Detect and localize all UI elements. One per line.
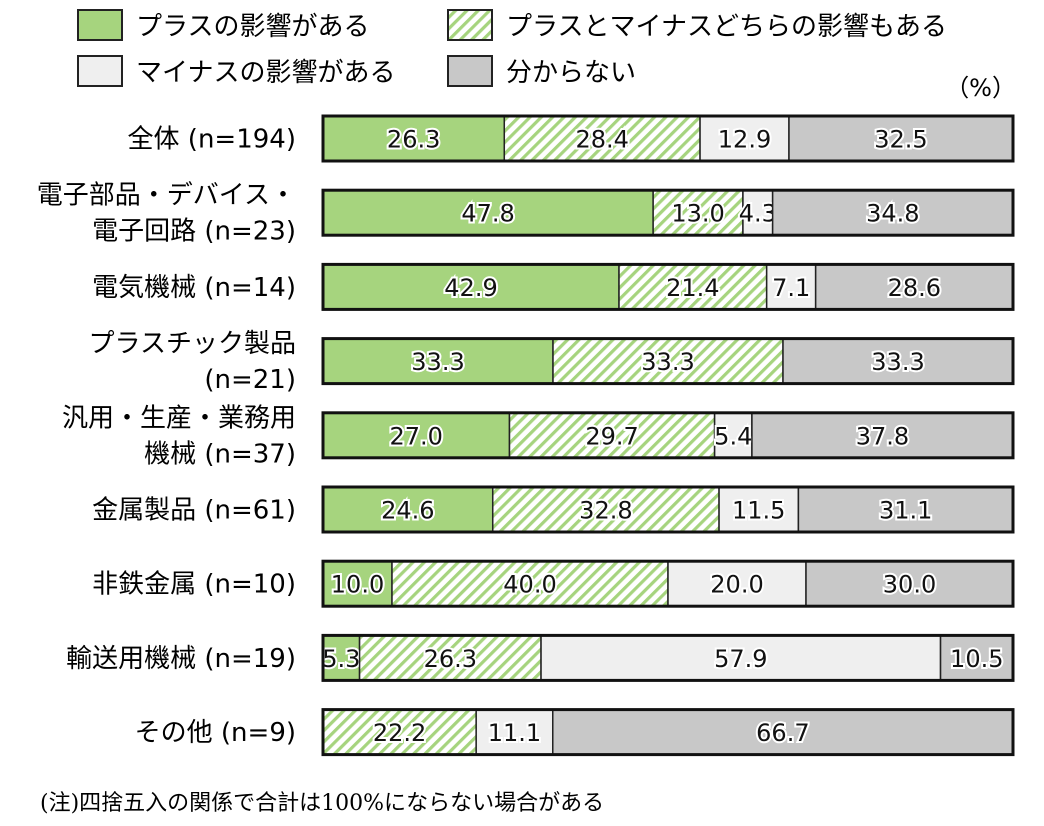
category-label: 機械 (n=37) [144,439,296,469]
bar-row: その他 (n=9) 22.2 11.1 66.7 [135,708,1015,757]
bar-frame [321,708,1015,757]
legend-swatch-3 [77,55,123,87]
bar-segment [322,115,506,162]
data-label: 37.8 [856,422,909,450]
unit-label: （%） [945,74,1016,102]
data-label: 27.0 [390,422,443,450]
data-label: 28.4 [575,126,628,154]
legend-swatch-1 [77,9,123,41]
data-label: 10.5 [950,645,1003,673]
bar-segment [652,189,744,236]
category-label: 全体 (n=194) [128,125,296,155]
data-label: 30.0 [883,571,936,599]
bar-frame [321,559,1015,608]
data-label: 26.3 [424,645,477,673]
data-label: 28.6 [888,274,941,302]
bar-segment [322,486,494,533]
category-label: 電子部品・デバイス・ [37,181,296,211]
bar-frame [321,262,1015,311]
bar-frame [321,114,1015,163]
bar-row: 金属製品 (n=61) 24.6 32.8 11.5 31.1 [92,485,1015,534]
bar-frame [321,633,1015,682]
legend-label-4: 分からない [506,58,636,88]
bar-row: 非鉄金属 (n=10) 10.0 40.0 20.0 30.0 [92,559,1015,608]
bar-frame [321,485,1015,534]
bar-segment [508,412,716,459]
bar-row: プラスチック製品 (n=21) 33.3 33.3 33.3 [89,329,1015,395]
bar-segment [814,263,1014,311]
bar-row: 電子部品・デバイス・電子回路 (n=23) 47.8 13.0 4.3 34.8 [37,181,1015,247]
data-label: 33.3 [641,348,694,376]
data-label: 32.5 [874,126,927,154]
category-label: その他 (n=9) [135,718,296,748]
bar-segment [742,189,774,236]
data-label: 11.1 [488,719,541,747]
bar-segment [771,189,1014,236]
data-label: 32.8 [579,497,632,525]
legend-swatch-2 [447,9,493,41]
data-label: 20.0 [710,571,763,599]
legend-label-1: プラスの影響がある [136,12,369,42]
bar-segment [797,486,1014,533]
data-label: 24.6 [381,497,434,525]
data-label: 42.9 [444,274,497,302]
bar-segment [491,486,720,533]
bar-segment [358,634,542,682]
data-label: 26.3 [387,126,440,154]
category-label: 金属製品 (n=61) [92,496,296,526]
category-label: 電気機械 (n=14) [92,273,296,303]
data-label: 34.8 [866,200,919,228]
bar-segment [713,412,753,459]
data-label: 5.3 [322,645,360,673]
data-label: 13.0 [671,200,724,228]
data-label: 66.7 [756,719,809,747]
bars-area: 全体 (n=194) 26.3 28.4 12.9 32.5 電子部品・デバイス・電子回路… [37,114,1015,757]
data-label: 21.4 [666,274,719,302]
data-label: 22.2 [373,719,426,747]
category-label: 電子回路 (n=23) [92,217,296,247]
data-label: 40.0 [503,571,556,599]
data-label: 33.3 [411,348,464,376]
data-label: 31.1 [879,497,932,525]
category-label: プラスチック製品 [89,329,296,359]
bar-frame [321,337,1015,386]
bar-row: 全体 (n=194) 26.3 28.4 12.9 32.5 [128,114,1015,163]
bar-segment [391,560,669,607]
category-label: 非鉄金属 (n=10) [92,570,296,600]
data-label: 12.9 [718,126,771,154]
legend-label-3: マイナスの影響がある [136,58,395,88]
bar-frame [321,188,1015,237]
bar-frame [321,411,1015,460]
category-label: 輸送用機械 (n=19) [66,644,296,674]
bar-segment [667,560,807,607]
data-label: 57.9 [714,645,767,673]
bar-segment [503,115,701,162]
category-label: (n=21) [204,365,296,395]
bar-row: 電気機械 (n=14) 42.9 21.4 7.1 28.6 [92,262,1015,311]
data-label: 10.0 [331,571,384,599]
data-label: 7.1 [772,274,810,302]
legend-label-2: プラスとマイナスどちらの影響もある [506,12,947,42]
data-label: 29.7 [585,422,638,450]
legend-swatch-4 [447,55,493,87]
chart-note: (注)四捨五入の関係で合計は100%にならない場合がある [40,791,604,816]
data-label: 47.8 [461,200,514,228]
data-label: 4.3 [739,200,777,228]
data-label: 5.4 [714,422,752,450]
data-label: 11.5 [732,497,785,525]
data-label: 33.3 [871,348,924,376]
category-label: 汎用・生産・業務用 [62,403,296,433]
bar-row: 輸送用機械 (n=19) 5.3 26.3 57.9 10.5 [66,633,1015,682]
bar-segment [805,560,1014,607]
